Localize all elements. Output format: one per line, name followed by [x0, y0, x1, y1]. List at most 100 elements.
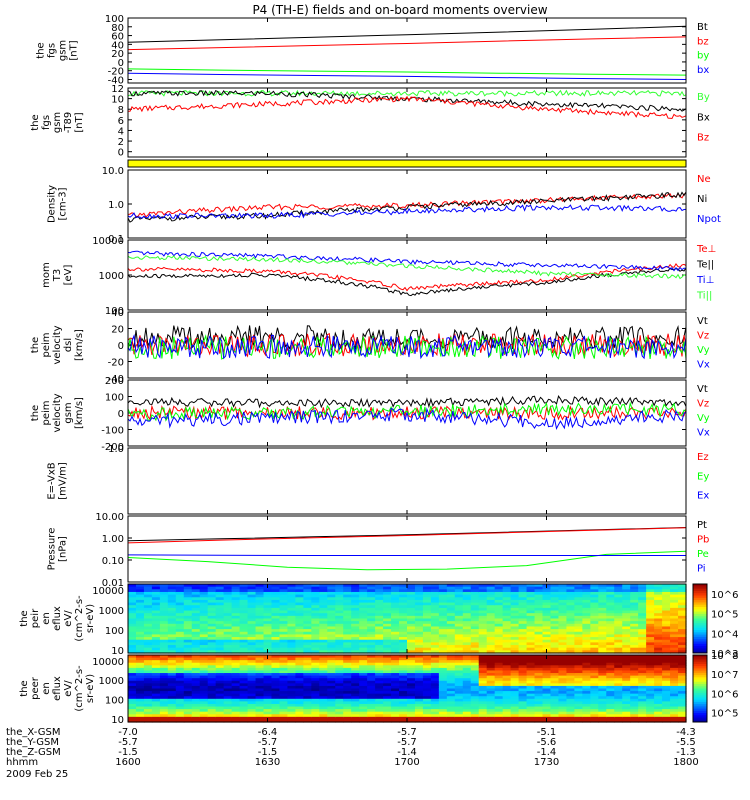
- spectrogram-cell: [159, 657, 169, 661]
- spectrogram-cell: [430, 605, 440, 609]
- spectrogram-cell: [151, 639, 161, 643]
- spectrogram-cell: [135, 691, 145, 695]
- spectrogram-cell: [590, 670, 599, 674]
- spectrogram-cell: [175, 670, 185, 674]
- spectrogram-cell: [335, 591, 344, 596]
- spectrogram-cell: [630, 637, 639, 641]
- spectrogram-cell: [255, 675, 265, 679]
- spectrogram-cell: [534, 703, 544, 708]
- spectrogram-cell: [438, 589, 448, 593]
- spectrogram-cell: [566, 706, 575, 710]
- spectrogram-cell: [486, 662, 496, 666]
- spectrogram-cell: [311, 597, 320, 601]
- spectrogram-cell: [678, 586, 687, 590]
- spectrogram-cell: [311, 662, 320, 666]
- spectrogram-cell: [598, 670, 607, 674]
- spectrogram-cell: [462, 599, 472, 604]
- spectrogram-cell: [494, 607, 504, 612]
- spectrogram-cell: [518, 701, 528, 705]
- spectrogram-cell: [159, 706, 169, 710]
- spectrogram-cell: [263, 621, 273, 625]
- colorbar-segment: [693, 611, 707, 615]
- spectrogram-cell: [263, 605, 273, 609]
- spectrogram-cell: [128, 706, 137, 710]
- spectrogram-cell: [622, 647, 631, 651]
- colorbar-segment: [693, 600, 707, 603]
- spectrogram-cell: [574, 629, 583, 633]
- spectrogram-cell: [598, 647, 607, 651]
- spectrogram-cell: [399, 680, 408, 684]
- spectrogram-cell: [574, 698, 583, 702]
- spectrogram-cell: [359, 647, 368, 651]
- spectrogram-cell: [191, 591, 201, 596]
- spectrogram-cell: [630, 589, 639, 593]
- spectrogram-cell: [391, 678, 400, 682]
- colorbar-segment: [693, 639, 707, 642]
- colorbar-segment: [693, 681, 707, 685]
- spectrogram-cell: [678, 719, 687, 723]
- spectrogram-cell: [470, 703, 480, 708]
- spectrogram-cell: [486, 645, 496, 649]
- spectrogram-cell: [534, 667, 544, 672]
- spectrogram-cell: [678, 626, 687, 630]
- spectrogram-cell: [207, 623, 217, 628]
- spectrogram-cell: [143, 719, 153, 723]
- spectrogram-cell: [343, 657, 352, 661]
- spectrogram-cell: [319, 716, 328, 721]
- spectrogram-cell: [303, 597, 312, 601]
- spectrogram-cell: [223, 657, 233, 661]
- spectrogram-cell: [534, 602, 544, 606]
- spectrogram-cell: [399, 613, 408, 617]
- panels-layer: the fgs gsm [nT]100806040200-20-40Btbzbybxt…: [19, 14, 738, 726]
- spectrogram-cell: [407, 698, 416, 702]
- spectrogram-cell: [287, 584, 296, 588]
- spectrogram-cell: [526, 623, 536, 628]
- spectrogram-cell: [582, 701, 591, 705]
- spectrogram-cell: [303, 680, 312, 684]
- spectrogram-cell: [614, 657, 623, 661]
- spectrogram-cell: [383, 655, 392, 659]
- spectrogram-cell: [327, 605, 336, 609]
- spectrogram-cell: [678, 599, 687, 604]
- y-axis-label: peim: [41, 400, 52, 425]
- colorbar-frame: [692, 654, 708, 723]
- spectrogram-cell: [215, 703, 225, 708]
- spectrogram-cell: [670, 693, 679, 697]
- spectrogram-cell: [430, 693, 440, 697]
- spectrogram-cell: [287, 655, 296, 659]
- spectrogram-cell: [255, 678, 265, 682]
- spectrogram-cell: [438, 670, 448, 674]
- spectrogram-cell: [414, 703, 424, 708]
- spectrogram-cell: [311, 631, 320, 636]
- spectrogram-cell: [351, 714, 360, 718]
- spectrogram-cell: [183, 675, 193, 679]
- spectrogram-cell: [558, 591, 568, 596]
- spectrogram-cell: [255, 621, 265, 625]
- spectrogram-cell: [279, 645, 289, 649]
- spectrogram-cell: [454, 642, 464, 646]
- spectrogram-cell: [135, 634, 145, 638]
- spectrogram-cell: [175, 706, 185, 710]
- legend-label: by: [697, 51, 709, 62]
- spectrogram-cell: [367, 637, 376, 641]
- spectrogram-cell: [128, 719, 137, 723]
- spectrogram-cell: [478, 662, 488, 666]
- spectrogram-cell: [287, 691, 296, 695]
- spectrogram-cell: [128, 680, 137, 684]
- spectrogram-cell: [303, 647, 312, 651]
- spectrogram-cell: [335, 660, 344, 664]
- spectrogram-cell: [207, 594, 217, 598]
- y-axis-label: sr-eV): [85, 674, 96, 703]
- spectrogram-cell: [215, 667, 225, 672]
- spectrogram-cell: [670, 691, 679, 695]
- spectrogram-cell: [199, 673, 209, 677]
- spectrogram-cell: [566, 675, 575, 679]
- spectrogram-cell: [478, 618, 488, 622]
- spectrogram-cell: [678, 605, 687, 609]
- spectrogram-cell: [422, 703, 432, 708]
- spectrogram-cell: [375, 698, 384, 702]
- spectrogram-cell: [590, 673, 599, 677]
- spectrogram-cell: [327, 665, 336, 669]
- spectrogram-cell: [622, 626, 631, 630]
- spectrogram-cell: [247, 623, 257, 628]
